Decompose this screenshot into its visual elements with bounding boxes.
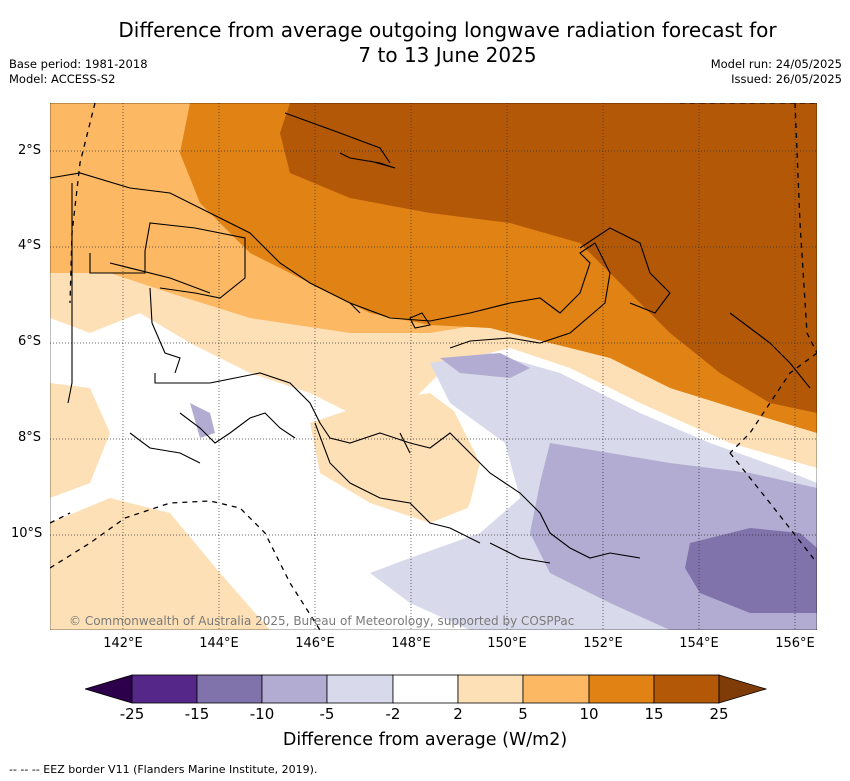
lon-tick-148e: 148°E — [391, 636, 431, 651]
colorbar-label: -15 — [184, 705, 210, 723]
map-title: Difference from average outgoing longwav… — [80, 18, 815, 68]
coastlines — [50, 112, 811, 564]
title-line-1: Difference from average outgoing longwav… — [118, 18, 777, 42]
model-run: Model run: 24/05/2025 — [710, 57, 842, 71]
colorbar-segment — [196, 674, 263, 704]
band-2-5-central — [310, 393, 500, 523]
colorbar-segment — [261, 674, 328, 704]
band-2-5-southwest — [50, 498, 270, 630]
band-near-zero-gap — [450, 403, 520, 543]
lat-tick-6s: 6°S — [18, 334, 42, 349]
colorbar — [85, 674, 767, 704]
colorbar-segment — [522, 674, 590, 704]
colorbar-segment — [326, 674, 394, 704]
lat-tick-10s: 10°S — [11, 526, 43, 541]
colorbar-label: 25 — [709, 705, 729, 723]
band-2-5-west — [50, 383, 110, 498]
colorbar-label: 2 — [453, 705, 463, 723]
lat-tick-4s: 4°S — [18, 238, 42, 253]
colorbar-label: -10 — [249, 705, 275, 723]
colorbar-label: -2 — [385, 705, 401, 723]
colorbar-extend-high — [718, 674, 767, 704]
lat-tick-8s: 8°S — [18, 430, 42, 445]
colorbar-segment — [131, 674, 198, 704]
colorbar-label: -5 — [319, 705, 335, 723]
band-minus-5-10-west — [190, 403, 215, 438]
anomaly-map — [49, 102, 818, 631]
base-period: Base period: 1981-2018 — [9, 57, 148, 71]
issued-date: Issued: 26/05/2025 — [731, 72, 842, 86]
colorbar-label: 5 — [518, 705, 528, 723]
colorbar-segment — [392, 674, 459, 704]
colorbar-label: 10 — [579, 705, 599, 723]
graticule — [50, 103, 817, 630]
meta-left: Base period: 1981-2018 Model: ACCESS-S2 — [9, 57, 148, 87]
eez-footnote: -- -- -- EEZ border V11 (Flanders Marine… — [9, 763, 318, 776]
band-15-25 — [280, 103, 817, 413]
colorbar-label: -25 — [119, 705, 145, 723]
colorbar-extend-low — [85, 674, 133, 704]
title-line-2: 7 to 13 June 2025 — [358, 43, 537, 67]
eez-borders — [50, 103, 817, 630]
map-panel — [49, 102, 818, 631]
lon-tick-154e: 154°E — [679, 636, 719, 651]
colorbar-label: 15 — [644, 705, 664, 723]
colorbar-segment — [588, 674, 655, 704]
lat-tick-2s: 2°S — [18, 143, 42, 158]
colorbar-segment — [457, 674, 524, 704]
lon-tick-152e: 152°E — [583, 636, 623, 651]
colorbar-title: Difference from average (W/m2) — [282, 730, 568, 750]
colorbar-segment — [653, 674, 720, 704]
band-minus-5-10-north — [440, 353, 530, 378]
lon-tick-156e: 156°E — [775, 636, 815, 651]
copyright-notice: © Commonwealth of Australia 2025, Bureau… — [69, 614, 575, 628]
meta-right: Model run: 24/05/2025 Issued: 26/05/2025 — [711, 57, 842, 87]
model-name: Model: ACCESS-S2 — [9, 72, 116, 86]
lon-tick-142e: 142°E — [103, 636, 143, 651]
lon-tick-150e: 150°E — [487, 636, 527, 651]
band-minus-10-15 — [685, 528, 817, 613]
lon-tick-144e: 144°E — [199, 636, 239, 651]
lon-tick-146e: 146°E — [295, 636, 335, 651]
